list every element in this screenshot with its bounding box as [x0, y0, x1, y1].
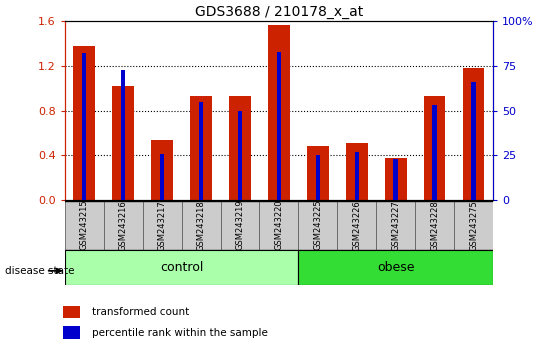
- Bar: [103, 201, 143, 250]
- Bar: [229, 96, 251, 200]
- Bar: [82, 53, 86, 200]
- Bar: [355, 152, 359, 200]
- Bar: [299, 201, 337, 250]
- Bar: [65, 201, 493, 250]
- Bar: [424, 96, 445, 200]
- Bar: [73, 46, 95, 200]
- Text: GSM243275: GSM243275: [469, 200, 478, 251]
- Bar: [259, 201, 299, 250]
- Text: transformed count: transformed count: [92, 307, 189, 317]
- Bar: [143, 201, 182, 250]
- Bar: [385, 158, 406, 200]
- Text: GSM243215: GSM243215: [80, 200, 88, 251]
- Bar: [64, 306, 80, 318]
- Text: GSM243227: GSM243227: [391, 200, 400, 251]
- Bar: [299, 250, 493, 285]
- Bar: [346, 143, 368, 200]
- Bar: [393, 159, 398, 200]
- Text: GSM243226: GSM243226: [353, 200, 361, 251]
- Bar: [182, 201, 220, 250]
- Bar: [472, 82, 476, 200]
- Bar: [199, 102, 203, 200]
- Bar: [463, 68, 485, 200]
- Text: GSM243217: GSM243217: [157, 200, 167, 251]
- Text: GSM243228: GSM243228: [430, 200, 439, 251]
- Text: GSM243218: GSM243218: [197, 200, 205, 251]
- Bar: [160, 154, 164, 200]
- Text: control: control: [160, 261, 203, 274]
- Bar: [65, 250, 299, 285]
- Bar: [190, 96, 212, 200]
- Bar: [315, 155, 320, 200]
- Bar: [65, 201, 103, 250]
- Bar: [454, 201, 493, 250]
- Text: obese: obese: [377, 261, 414, 274]
- Bar: [376, 201, 415, 250]
- Text: GSM243219: GSM243219: [236, 200, 245, 251]
- Bar: [238, 110, 243, 200]
- Bar: [151, 140, 173, 200]
- Text: GSM243220: GSM243220: [274, 200, 284, 251]
- Text: GSM243216: GSM243216: [119, 200, 128, 251]
- Bar: [277, 52, 281, 200]
- Title: GDS3688 / 210178_x_at: GDS3688 / 210178_x_at: [195, 5, 363, 19]
- Bar: [268, 24, 289, 200]
- Text: disease state: disease state: [5, 266, 75, 276]
- Bar: [113, 86, 134, 200]
- Bar: [220, 201, 259, 250]
- Text: percentile rank within the sample: percentile rank within the sample: [92, 328, 268, 338]
- Bar: [432, 105, 437, 200]
- Bar: [121, 69, 126, 200]
- Bar: [64, 326, 80, 339]
- Text: GSM243225: GSM243225: [313, 200, 322, 251]
- Bar: [307, 147, 329, 200]
- Bar: [337, 201, 376, 250]
- Bar: [415, 201, 454, 250]
